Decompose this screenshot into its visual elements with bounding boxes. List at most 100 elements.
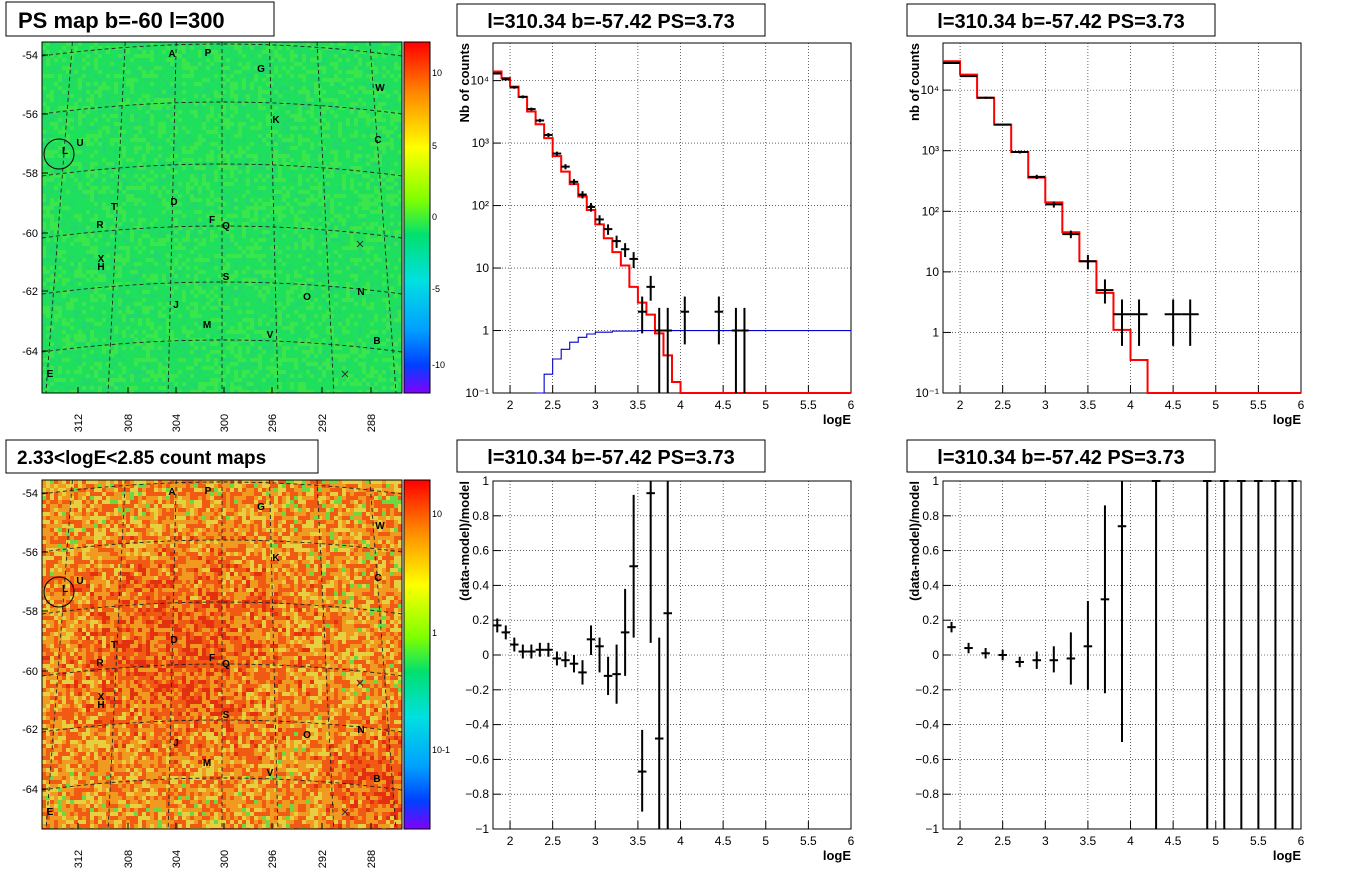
data-point (1083, 601, 1093, 690)
y-axis-label: (data-model)/model (457, 481, 472, 601)
data-point (544, 133, 553, 138)
x-tick-label: 4 (1127, 834, 1134, 848)
chart-title: l=310.34 b=-57.42 PS=3.73 (937, 11, 1184, 33)
data-point (527, 644, 536, 659)
residual-fine-panel: 2 2.5 3 3.5 4 4.5 5 5.5 6 1 0.8 0.6 0.4 0.2 0 −0.2 −0.4 −… (456, 439, 855, 863)
map-x-tick-label: 288 (366, 850, 378, 868)
y-tick-label: −0.8 (915, 787, 939, 801)
map-x-tick-label: 312 (73, 414, 85, 432)
map-y-tick-label: -58 (22, 168, 38, 180)
data-point (714, 296, 724, 345)
chart-title: l=310.34 b=-57.42 PS=3.73 (487, 447, 734, 469)
data-point (569, 655, 579, 673)
data-point (637, 729, 647, 812)
data-point (1045, 201, 1063, 208)
data-point (552, 151, 562, 156)
map-x-tick-label: 296 (267, 850, 279, 868)
y-tick-label: 10 (926, 265, 940, 279)
map-y-tick-label: -56 (22, 109, 38, 121)
x-tick-label: 4 (1127, 398, 1134, 412)
chart-title-box (456, 439, 766, 473)
map-y-tick-label: -56 (22, 547, 38, 559)
data-point (1288, 480, 1297, 829)
x-tick-label: 5.5 (1250, 398, 1267, 412)
data-point (947, 621, 956, 633)
source-label: O (303, 730, 311, 741)
data-point (501, 625, 511, 640)
colorbar-tick: 10-1 (432, 745, 450, 755)
y-tick-label: 10⁴ (470, 74, 489, 88)
count-map-title: 2.33<logE<2.85 count maps (17, 448, 266, 469)
y-tick-label: −0.2 (915, 683, 939, 697)
background-model-line (535, 329, 851, 394)
count-map-x-axis: 312 308 304 300 296 292 288 (73, 823, 378, 868)
y-tick-label: 10⁻¹ (465, 386, 489, 400)
colorbar-tick: 10 (432, 509, 442, 519)
source-label: S (223, 272, 230, 283)
count-map-colorbar-ticks: 10 1 10-1 (432, 509, 450, 755)
source-label: A (168, 487, 175, 498)
data-point (981, 648, 990, 659)
map-x-tick-label: 288 (366, 414, 378, 432)
data-point (654, 307, 664, 393)
source-label: J (173, 300, 179, 311)
ps-map-title-box (5, 1, 275, 37)
x-axis-label: logE (823, 848, 851, 863)
data-point (998, 649, 1007, 661)
map-x-tick-label: 304 (171, 414, 183, 432)
ps-map-colorbar (403, 41, 431, 394)
y-tick-label: 0.8 (472, 509, 489, 523)
source-label: V (267, 768, 274, 779)
source-label: W (375, 83, 385, 94)
x-tick-label: 3 (1042, 398, 1049, 412)
source-label: A (168, 49, 175, 60)
ps-map-source-circle (43, 138, 75, 170)
source-label: V (267, 330, 274, 341)
count-map-title-box (5, 439, 319, 474)
y-tick-label: 0.2 (472, 613, 489, 627)
source-label: D (170, 635, 177, 646)
data-point (740, 307, 749, 393)
data-point (620, 588, 630, 676)
data-point (578, 191, 587, 199)
source-label: O (303, 292, 311, 303)
count-map-y-axis: -54 -56 -58 -60 -62 -64 (22, 488, 48, 796)
map-x-tick-label: 304 (171, 850, 183, 868)
y-axis-label: nb of counts (907, 43, 922, 121)
source-label: Q (222, 221, 230, 232)
source-label: S (223, 710, 230, 721)
y-tick-label: 0 (482, 648, 489, 662)
chart-grid (493, 480, 852, 830)
ps-map-x-markers (341, 240, 364, 378)
data-point (663, 307, 672, 393)
y-tick-label: −1 (475, 822, 489, 836)
colorbar-tick: -10 (432, 360, 445, 370)
x-tick-label: 6 (1298, 834, 1305, 848)
ps-map-source-labels: A P G W K C LU D T FQ R XH S O N J M V B E (47, 48, 386, 380)
x-tick-label: 5.5 (800, 834, 817, 848)
data-point (586, 625, 596, 655)
data-point (1271, 480, 1280, 829)
source-label: B (373, 774, 380, 785)
data-point (510, 85, 519, 89)
x-tick-label: 2 (507, 398, 514, 412)
map-x-tick-label: 292 (317, 850, 329, 868)
data-point (544, 642, 553, 657)
residual-coarse-panel: 2 2.5 3 3.5 4 4.5 5 5.5 6 1 0.8 0.6 0.4 0.2 0 −0.2 −0.4 −… (906, 439, 1305, 863)
x-tick-label: 2.5 (994, 398, 1011, 412)
y-tick-label: −0.4 (465, 718, 489, 732)
ps-map-frame (41, 41, 403, 394)
data-point (493, 72, 502, 75)
y-tick-label: 10⁻¹ (915, 386, 939, 400)
source-label: C (374, 573, 381, 584)
count-map-colorbar (403, 479, 431, 830)
y-tick-label: −0.2 (465, 683, 489, 697)
source-label: L (62, 584, 68, 595)
data-point (1151, 480, 1161, 829)
data-point (964, 642, 973, 654)
x-tick-label: 2.5 (544, 834, 561, 848)
x-tick-label: 6 (848, 834, 855, 848)
data-point (493, 618, 502, 633)
data-point (1164, 299, 1182, 346)
data-point (1117, 481, 1127, 742)
